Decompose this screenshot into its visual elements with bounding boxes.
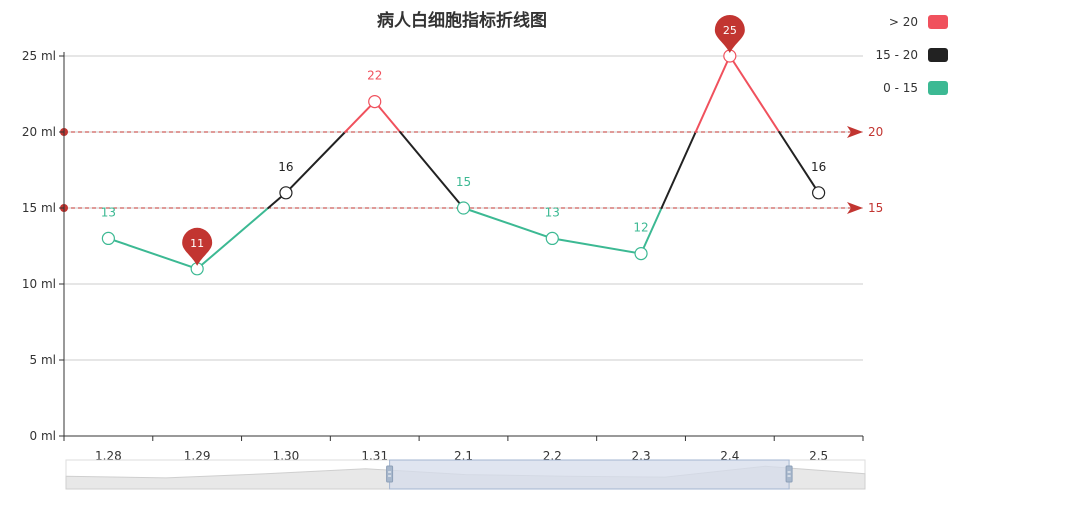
series-segment[interactable] (694, 55, 731, 133)
data-point[interactable] (279, 186, 293, 200)
legend-swatch[interactable] (928, 15, 948, 29)
series-segment[interactable] (462, 207, 554, 240)
data-point[interactable] (634, 247, 648, 261)
mark-line-arrow (847, 126, 863, 138)
mark-point-pin-min (182, 227, 213, 266)
mark-point-label-min: 11 (190, 237, 204, 250)
y-tick-label: 15 ml (22, 201, 56, 215)
series-segment[interactable] (344, 100, 376, 133)
y-tick-label: 10 ml (22, 277, 56, 291)
data-label: 13 (101, 205, 116, 219)
data-label: 15 (456, 175, 471, 189)
mark-points: 11 25 (182, 15, 745, 266)
legend-label[interactable]: > 20 (889, 15, 918, 29)
data-label: 12 (633, 221, 648, 235)
series-segment[interactable] (640, 207, 663, 255)
data-label: 22 (367, 69, 382, 83)
series-line[interactable] (107, 55, 820, 270)
series-segment[interactable] (660, 131, 697, 209)
zoom-handle-start[interactable] (386, 465, 394, 483)
y-tick-label: 20 ml (22, 125, 56, 139)
data-label: 16 (811, 160, 826, 174)
data-points[interactable]: 13 16 22 15 13 12 16 (101, 49, 827, 276)
zoom-selected-window[interactable] (389, 459, 790, 490)
y-tick-label: 0 ml (30, 429, 56, 443)
legend-label[interactable]: 15 - 20 (876, 48, 919, 62)
data-point[interactable] (456, 201, 471, 215)
data-label: 13 (545, 205, 560, 219)
legend-swatch[interactable] (928, 81, 948, 95)
series-segment[interactable] (284, 131, 347, 194)
legend-label[interactable]: 0 - 15 (883, 81, 918, 95)
data-point[interactable] (101, 231, 115, 245)
data-zoom-slider[interactable] (65, 459, 866, 490)
zoom-handle-grip[interactable] (386, 465, 394, 483)
y-tick-label: 25 ml (22, 49, 56, 63)
series-segment[interactable] (778, 131, 820, 194)
series-segment[interactable] (107, 237, 199, 270)
zoom-handle-grip[interactable] (785, 465, 793, 483)
series-segment[interactable] (196, 207, 270, 270)
chart-title: 病人白细胞指标折线图 (377, 10, 547, 31)
mark-point-pin-max (714, 15, 745, 53)
series-segment[interactable] (399, 131, 465, 209)
zoom-handle-end[interactable] (785, 465, 793, 483)
y-tick-label: 5 ml (30, 353, 56, 367)
series-segment[interactable] (728, 55, 781, 133)
mark-line-arrow (847, 202, 863, 214)
series-segment[interactable] (551, 237, 643, 255)
visual-map-legend[interactable]: > 20 15 - 20 0 - 15 (876, 15, 949, 95)
data-label: 16 (278, 160, 293, 174)
legend-swatch[interactable] (928, 48, 948, 62)
mark-line-label: 20 (868, 125, 883, 139)
data-point[interactable] (545, 231, 559, 245)
data-point[interactable] (812, 186, 826, 200)
mark-line-label: 15 (868, 201, 883, 215)
mark-point-label-max: 25 (723, 24, 737, 37)
data-point[interactable] (368, 94, 382, 109)
